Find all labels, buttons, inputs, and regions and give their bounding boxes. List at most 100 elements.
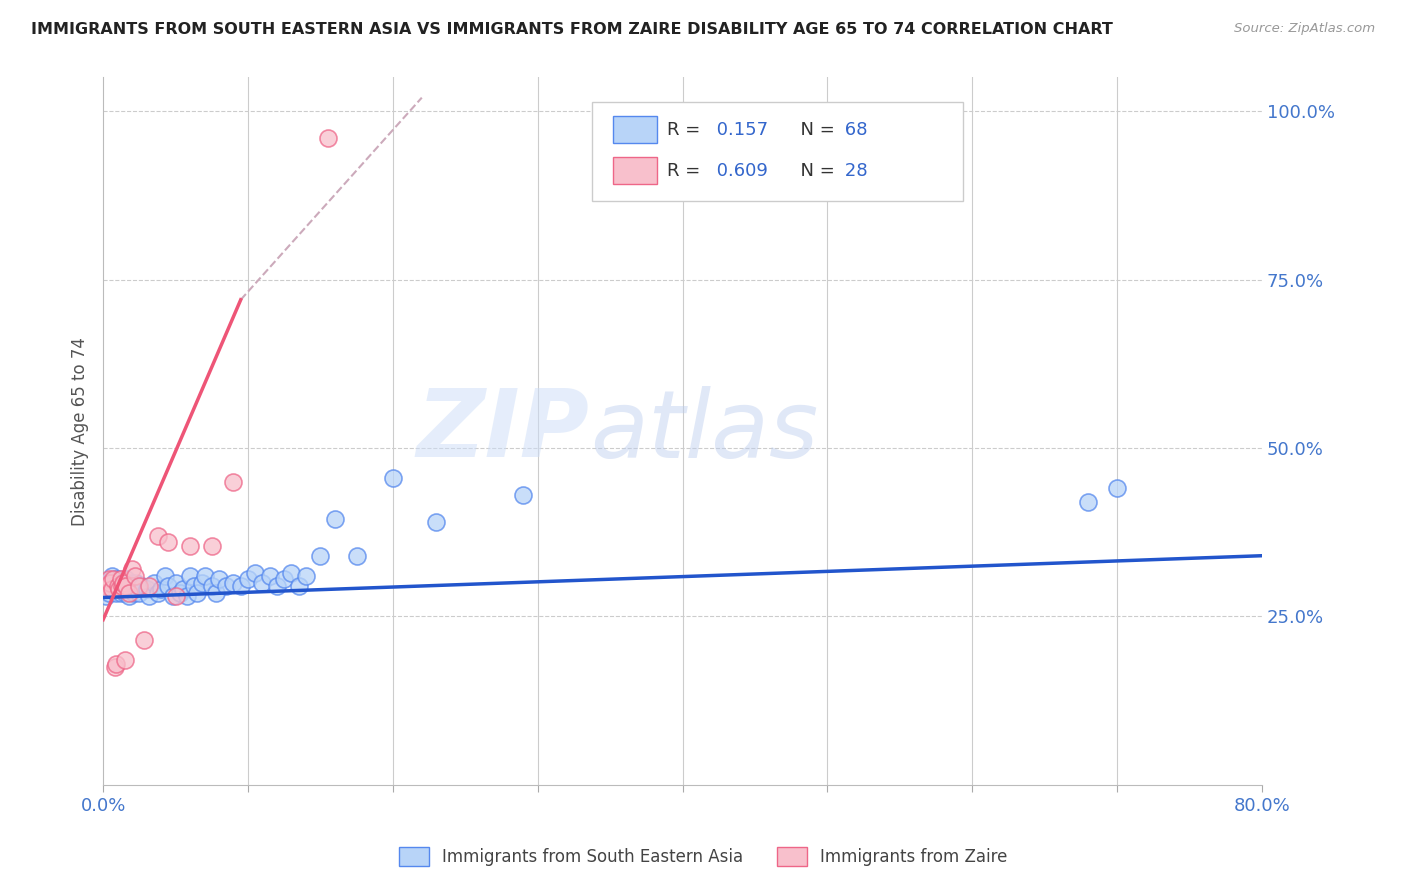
Y-axis label: Disability Age 65 to 74: Disability Age 65 to 74 xyxy=(72,336,89,525)
Point xyxy=(107,575,129,590)
Point xyxy=(121,575,143,590)
Point xyxy=(208,572,231,586)
Point xyxy=(138,589,160,603)
Point xyxy=(201,539,224,553)
Point xyxy=(131,579,153,593)
Point xyxy=(103,582,125,597)
Bar xyxy=(613,157,657,184)
Point xyxy=(1077,495,1099,509)
Point xyxy=(280,566,302,580)
Point xyxy=(273,572,295,586)
Point xyxy=(96,575,118,590)
Text: N =: N = xyxy=(789,121,841,139)
Point xyxy=(101,569,124,583)
Point xyxy=(425,515,447,529)
Point xyxy=(110,586,132,600)
Point xyxy=(121,562,143,576)
Point xyxy=(110,572,132,586)
Point xyxy=(193,569,215,583)
Point xyxy=(107,579,129,593)
Point xyxy=(104,579,127,593)
Point xyxy=(100,579,122,593)
Point xyxy=(222,475,245,489)
Point xyxy=(97,572,120,586)
Point xyxy=(132,632,155,647)
Point xyxy=(101,582,124,597)
Point xyxy=(97,586,120,600)
Point xyxy=(165,575,187,590)
Text: IMMIGRANTS FROM SOUTH EASTERN ASIA VS IMMIGRANTS FROM ZAIRE DISABILITY AGE 65 TO: IMMIGRANTS FROM SOUTH EASTERN ASIA VS IM… xyxy=(31,22,1112,37)
Point xyxy=(157,535,180,549)
Point xyxy=(104,660,127,674)
Text: Source: ZipAtlas.com: Source: ZipAtlas.com xyxy=(1234,22,1375,36)
Point xyxy=(112,582,135,597)
Point xyxy=(105,586,128,600)
Point xyxy=(107,582,129,597)
Text: 28: 28 xyxy=(839,161,868,180)
Text: N =: N = xyxy=(789,161,841,180)
Legend: Immigrants from South Eastern Asia, Immigrants from Zaire: Immigrants from South Eastern Asia, Immi… xyxy=(392,840,1014,873)
Point xyxy=(245,566,267,580)
Point xyxy=(94,589,117,603)
Point xyxy=(146,586,169,600)
Text: 0.609: 0.609 xyxy=(711,161,768,180)
Point xyxy=(186,586,208,600)
Point xyxy=(381,471,404,485)
Point xyxy=(176,589,198,603)
Point xyxy=(125,575,148,590)
Point xyxy=(118,586,141,600)
Point xyxy=(259,569,281,583)
Point xyxy=(183,579,205,593)
Point xyxy=(120,579,142,593)
Point xyxy=(118,589,141,603)
Point xyxy=(165,589,187,603)
Point xyxy=(100,575,122,590)
Text: atlas: atlas xyxy=(589,385,818,476)
Point xyxy=(124,569,146,583)
Point xyxy=(115,572,138,586)
Point xyxy=(287,579,309,593)
Point xyxy=(108,572,131,586)
Point xyxy=(114,579,136,593)
Point xyxy=(122,586,145,600)
Point xyxy=(201,579,224,593)
Point xyxy=(222,575,245,590)
Point xyxy=(229,579,252,593)
Point xyxy=(128,579,150,593)
Point xyxy=(135,582,157,597)
Point xyxy=(172,582,194,597)
Point xyxy=(266,579,288,593)
Text: 68: 68 xyxy=(839,121,868,139)
Point xyxy=(111,579,134,593)
Text: R =: R = xyxy=(668,121,706,139)
Point xyxy=(157,579,180,593)
Point xyxy=(104,572,127,586)
Point xyxy=(138,579,160,593)
Point xyxy=(94,579,117,593)
Point xyxy=(96,582,118,597)
Point xyxy=(105,657,128,671)
Text: ZIP: ZIP xyxy=(418,385,589,477)
Point xyxy=(323,511,346,525)
Point xyxy=(252,575,274,590)
Point xyxy=(295,569,318,583)
Point xyxy=(215,579,238,593)
Text: 0.157: 0.157 xyxy=(711,121,769,139)
Point xyxy=(128,586,150,600)
Point xyxy=(142,575,165,590)
Point xyxy=(316,131,339,145)
Point xyxy=(162,589,184,603)
FancyBboxPatch shape xyxy=(592,103,963,202)
Point xyxy=(117,579,139,593)
Point xyxy=(169,586,191,600)
Point xyxy=(111,575,134,590)
Point xyxy=(309,549,332,563)
Point xyxy=(150,582,173,597)
Point xyxy=(103,572,125,586)
Point xyxy=(179,569,201,583)
Point xyxy=(155,569,177,583)
Point xyxy=(124,582,146,597)
Text: R =: R = xyxy=(668,161,706,180)
Point xyxy=(115,579,138,593)
Bar xyxy=(613,116,657,144)
